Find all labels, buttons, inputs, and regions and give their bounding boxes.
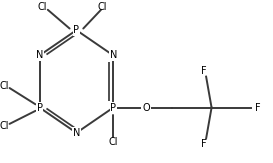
Text: Cl: Cl xyxy=(109,137,118,147)
Text: Cl: Cl xyxy=(0,121,9,131)
Text: F: F xyxy=(201,139,206,149)
Text: P: P xyxy=(73,25,79,35)
Text: F: F xyxy=(255,103,261,113)
Text: P: P xyxy=(37,103,43,113)
Text: Cl: Cl xyxy=(98,2,107,12)
Text: F: F xyxy=(201,66,206,76)
Text: N: N xyxy=(36,50,43,60)
Text: N: N xyxy=(109,50,117,60)
Text: N: N xyxy=(73,128,80,138)
Text: Cl: Cl xyxy=(38,2,47,12)
Text: Cl: Cl xyxy=(0,81,9,91)
Text: O: O xyxy=(142,103,150,113)
Text: P: P xyxy=(110,103,116,113)
